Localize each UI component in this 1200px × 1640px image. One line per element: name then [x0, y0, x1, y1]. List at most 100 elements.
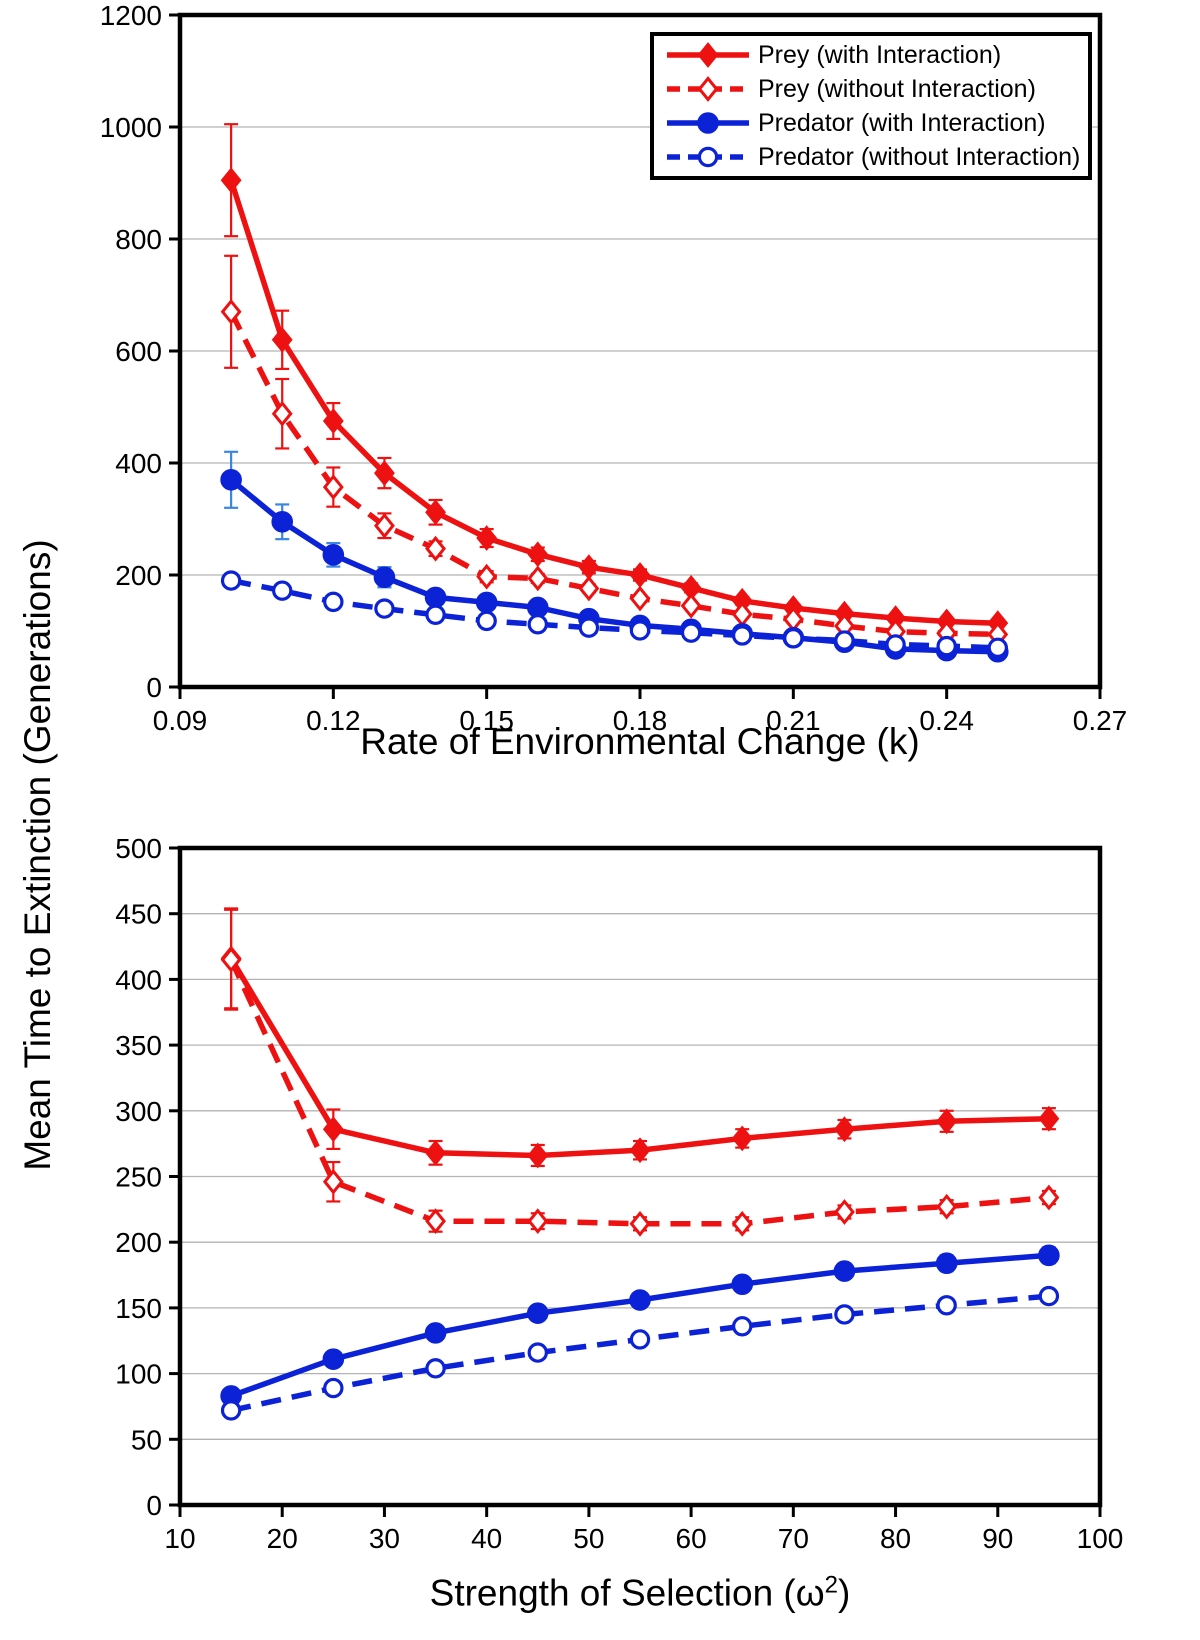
data-point-marker: [220, 468, 242, 491]
series-line: [230, 577, 998, 651]
data-point-marker: [527, 1342, 548, 1363]
data-point-marker: [527, 541, 549, 568]
axis-ticks: 0 50 100 150 200 250 300 350 400 450 500 10 20 30 40 50…: [115, 833, 1123, 1554]
data-point-marker: [220, 570, 242, 591]
y-tick-label: 200: [115, 560, 162, 591]
top-chart: 0 200 400 600 800 1000 1200 0.09 0.12 0.15 0.18 0.2…: [100, 0, 1128, 736]
data-point-marker: [374, 460, 395, 486]
data-point-marker: [1038, 1244, 1060, 1267]
legend-label: Prey (with Interaction): [758, 40, 1002, 69]
x-tick-label: 100: [1077, 1523, 1124, 1554]
y-tick-label: 800: [115, 224, 162, 255]
x-tick-label: 30: [369, 1523, 400, 1554]
data-point-marker: [731, 1210, 753, 1237]
y-tick-label: 1200: [100, 0, 162, 31]
y-tick-label: 500: [115, 833, 162, 864]
series-line: [229, 477, 998, 655]
data-point-marker: [936, 1193, 958, 1220]
legend-label: Predator (without Interaction): [758, 142, 1081, 171]
data-point-marker: [425, 1139, 446, 1166]
x-tick-label: 50: [573, 1523, 604, 1554]
bottom-chart: 0 50 100 150 200 250 300 350 400 450 500 10 20 30 40 50…: [115, 833, 1123, 1554]
gridlines: [180, 913, 1100, 1440]
top-x-axis-title: Rate of Environmental Change (k): [360, 721, 920, 762]
data-point-marker: [527, 1208, 549, 1235]
data-point-marker: [697, 112, 719, 134]
y-tick-label: 450: [115, 899, 162, 930]
data-point-marker: [373, 566, 396, 589]
data-point-marker: [629, 1329, 651, 1350]
data-point-marker: [424, 1322, 447, 1344]
data-point-marker: [527, 565, 549, 592]
bottom-x-title-close: ): [838, 1572, 851, 1614]
series-markers: [220, 1244, 1060, 1407]
series-pred-without: [220, 570, 1008, 659]
data-point-marker: [731, 1125, 753, 1152]
y-axis-title: Mean Time to Extinction (Generations): [17, 539, 58, 1171]
legend-swatch-prey-without: [667, 76, 749, 102]
series-pred-with: [220, 1244, 1060, 1407]
data-point-marker: [425, 535, 446, 562]
legend-label: Prey (without Interaction): [758, 74, 1036, 103]
data-point-marker: [834, 630, 855, 651]
legend-label: Predator (with Interaction): [758, 108, 1046, 137]
data-point-marker: [220, 1400, 242, 1421]
y-tick-label: 250: [115, 1162, 162, 1193]
series-line: [230, 1252, 1050, 1399]
data-point-marker: [220, 167, 242, 194]
data-point-marker: [834, 1199, 855, 1225]
data-point-marker: [936, 1295, 957, 1316]
data-point-marker: [220, 946, 242, 973]
x-tick-label: 0.12: [306, 705, 361, 736]
y-tick-label: 400: [115, 448, 162, 479]
x-tick-label: 60: [676, 1523, 707, 1554]
data-point-marker: [680, 592, 702, 619]
y-tick-label: 350: [115, 1030, 162, 1061]
data-point-marker: [1038, 1105, 1060, 1132]
series-line: [228, 179, 998, 626]
data-point-marker: [323, 591, 344, 613]
data-point-marker: [424, 586, 447, 609]
legend-item-predator-with: Predator (with Interaction): [664, 106, 1084, 140]
legend-item-prey-with: Prey (with Interaction): [664, 38, 1084, 72]
y-tick-label: 1000: [100, 112, 162, 143]
data-point-marker: [629, 620, 651, 641]
data-point-marker: [697, 76, 719, 102]
data-point-marker: [578, 575, 600, 602]
data-point-marker: [834, 1304, 855, 1325]
data-point-marker: [1038, 1285, 1060, 1307]
data-point-marker: [323, 1377, 344, 1399]
data-point-marker: [527, 1142, 549, 1169]
data-point-marker: [476, 563, 498, 590]
bottom-x-title-text: Strength of Selection (ω: [429, 1572, 825, 1614]
legend-swatch-prey-with: [667, 42, 749, 68]
data-point-marker: [322, 1348, 345, 1370]
data-point-marker: [578, 617, 600, 638]
data-point-marker: [527, 614, 548, 635]
data-point-marker: [732, 1316, 753, 1337]
data-point-marker: [322, 408, 344, 434]
legend-item-prey-without: Prey (without Interaction): [664, 72, 1084, 106]
x-tick-label: 0.18: [613, 705, 668, 736]
x-tick-label: 0.09: [153, 705, 208, 736]
data-point-marker: [322, 544, 345, 566]
legend-swatch-pred-with: [667, 112, 749, 134]
data-point-marker: [629, 1210, 651, 1237]
data-point-marker: [731, 601, 753, 628]
x-tick-label: 90: [982, 1523, 1013, 1554]
plot-border: [177, 845, 1103, 1508]
axis-ticks: 0 200 400 600 800 1000 1200 0.09 0.12 0.15 0.18 0.2…: [100, 0, 1128, 736]
y-tick-label: 600: [115, 336, 162, 367]
error-bars: [224, 908, 1056, 1233]
data-point-marker: [425, 604, 446, 625]
data-point-marker: [475, 591, 498, 614]
y-tick-label: 150: [115, 1293, 162, 1324]
series-markers: [220, 946, 1060, 1237]
legend: Prey (with Interaction) Prey (without In…: [650, 32, 1092, 180]
data-point-marker: [629, 1137, 651, 1164]
error-bars: [224, 907, 1056, 1168]
series-line: [228, 958, 1050, 1227]
data-point-marker: [731, 1273, 754, 1296]
data-point-marker: [987, 637, 1008, 659]
